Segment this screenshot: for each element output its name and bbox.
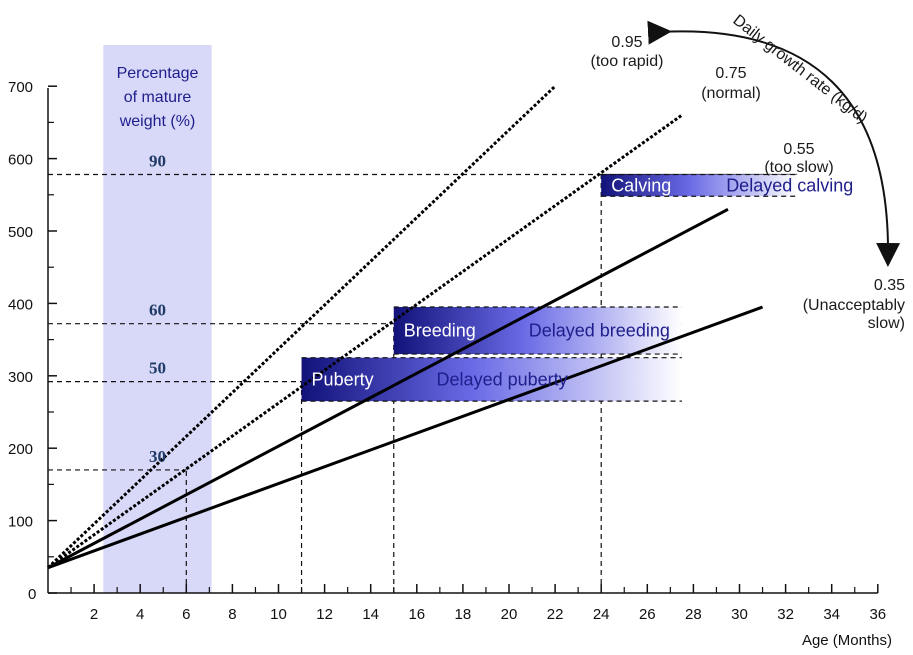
- x-axis-label: Age (Months): [802, 632, 892, 649]
- mature-weight-pct: 60: [149, 301, 166, 320]
- series-line: [47, 305, 764, 570]
- x-tick-label: 4: [136, 606, 144, 623]
- mature-weight-pct: 90: [149, 152, 166, 171]
- y-tick-label: 400: [8, 296, 33, 313]
- x-tick-label: 14: [362, 606, 379, 623]
- x-tick-label: 30: [731, 606, 748, 623]
- x-tick-label: 36: [869, 606, 886, 623]
- rate-title: Daily growth rate (kg/d): [730, 12, 871, 127]
- mature-weight-pct: 30: [149, 447, 166, 466]
- band-bar: [393, 307, 682, 355]
- band-delayed-label: Delayed puberty: [437, 369, 568, 389]
- x-tick-label: 8: [228, 606, 236, 623]
- rate-value: 0.95: [611, 34, 642, 51]
- x-tick-label: 24: [593, 606, 610, 623]
- x-tick-label: 12: [316, 606, 333, 623]
- band-label: Breeding: [404, 321, 476, 341]
- x-tick-label: 2: [90, 606, 98, 623]
- x-tick-label: 10: [270, 606, 287, 623]
- rate-note: (Unacceptably slow): [803, 297, 905, 332]
- y-tick-label: 100: [8, 514, 33, 531]
- x-tick-label: 28: [685, 606, 702, 623]
- rate-note: (too rapid): [591, 53, 664, 70]
- x-tick-label: 22: [547, 606, 564, 623]
- rate-value: 0.75: [715, 65, 746, 82]
- series-line: [47, 207, 729, 569]
- y-tick-label: 600: [8, 152, 33, 169]
- x-tick-label: 34: [823, 606, 840, 623]
- y-tick-label: 300: [8, 369, 33, 386]
- series-line: [46, 85, 557, 569]
- mature-weight-header: Percentage of mature weight (%): [117, 65, 199, 130]
- rate-note: (too slow): [764, 159, 833, 176]
- rate-arrow-icon: [647, 20, 901, 267]
- band-delayed-label: Delayed breeding: [529, 321, 670, 341]
- band-delayed-label: Delayed calving: [726, 175, 853, 195]
- band-label: Puberty: [312, 369, 374, 389]
- band-label: Calving: [611, 175, 671, 195]
- y-tick-label: 500: [8, 224, 33, 241]
- x-tick-label: 20: [501, 606, 518, 623]
- x-tick-label: 18: [455, 606, 472, 623]
- rate-value: 0.55: [783, 141, 814, 158]
- x-tick-label: 26: [639, 606, 656, 623]
- band-bar: [301, 357, 682, 402]
- x-tick-label: 6: [182, 606, 190, 623]
- mature-weight-pct: 50: [149, 359, 166, 378]
- rate-note: (normal): [701, 85, 761, 102]
- y-tick-label: 0: [28, 586, 36, 603]
- y-tick-label: 700: [8, 79, 33, 96]
- y-tick-label: 200: [8, 441, 33, 458]
- x-tick-label: 32: [777, 606, 794, 623]
- rate-value: 0.35: [874, 277, 905, 294]
- mature-weight-band: [103, 45, 212, 593]
- x-tick-label: 16: [408, 606, 425, 623]
